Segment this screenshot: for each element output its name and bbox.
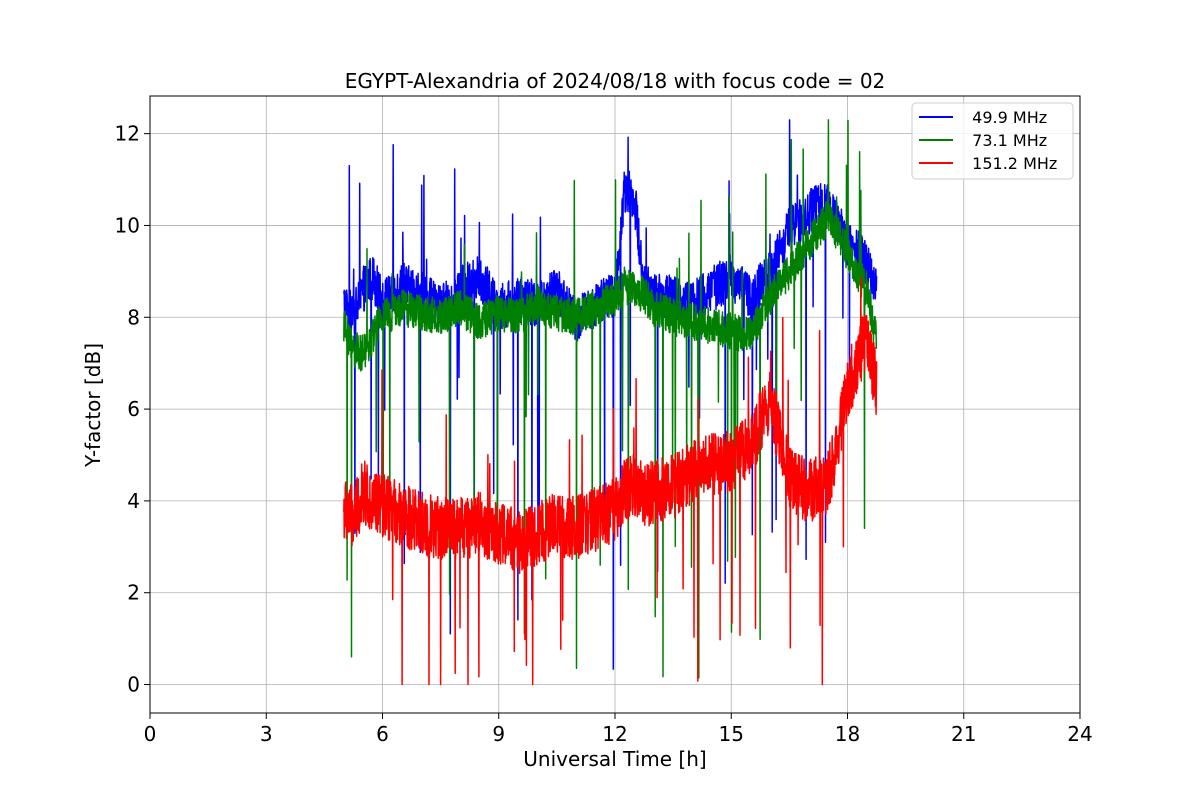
x-ticks: 0 3 6 9 12 15 18 21 24 xyxy=(144,713,1093,746)
x-tick-label-2: 6 xyxy=(376,722,389,746)
chart-title: EGYPT-Alexandria of 2024/08/18 with focu… xyxy=(345,69,886,93)
legend-label-0: 49.9 MHz xyxy=(962,108,1047,127)
x-tick-label-8: 24 xyxy=(1067,722,1092,746)
y-tick-label-6: 12 xyxy=(115,122,140,146)
legend-label-2: 151.2 MHz xyxy=(962,154,1057,173)
x-tick-label-5: 15 xyxy=(719,722,744,746)
y-ticks: 0 2 4 6 8 10 12 xyxy=(115,122,150,697)
series-lines xyxy=(343,119,878,686)
x-tick-label-6: 18 xyxy=(835,722,860,746)
x-tick-label-0: 0 xyxy=(144,722,157,746)
y-tick-label-0: 0 xyxy=(127,673,140,697)
plot-area xyxy=(343,119,878,686)
series-line-1 xyxy=(343,119,878,679)
legend-box xyxy=(911,102,1074,180)
legend-label-1: 73.1 MHz xyxy=(962,131,1047,150)
y-tick-label-1: 2 xyxy=(127,581,140,605)
series-line-2 xyxy=(343,276,878,686)
x-tick-label-3: 9 xyxy=(492,722,505,746)
y-tick-label-2: 4 xyxy=(127,489,140,513)
y-tick-label-4: 8 xyxy=(127,305,140,329)
y-tick-label-5: 10 xyxy=(115,213,140,237)
x-tick-label-7: 21 xyxy=(951,722,976,746)
x-tick-label-1: 3 xyxy=(260,722,273,746)
y-tick-label-3: 6 xyxy=(127,397,140,421)
legend: 49.9 MHz 73.1 MHz 151.2 MHz xyxy=(911,102,1074,180)
y-axis-label: Y-factor [dB] xyxy=(81,343,105,468)
x-axis-label: Universal Time [h] xyxy=(523,747,706,771)
x-tick-label-4: 12 xyxy=(602,722,627,746)
